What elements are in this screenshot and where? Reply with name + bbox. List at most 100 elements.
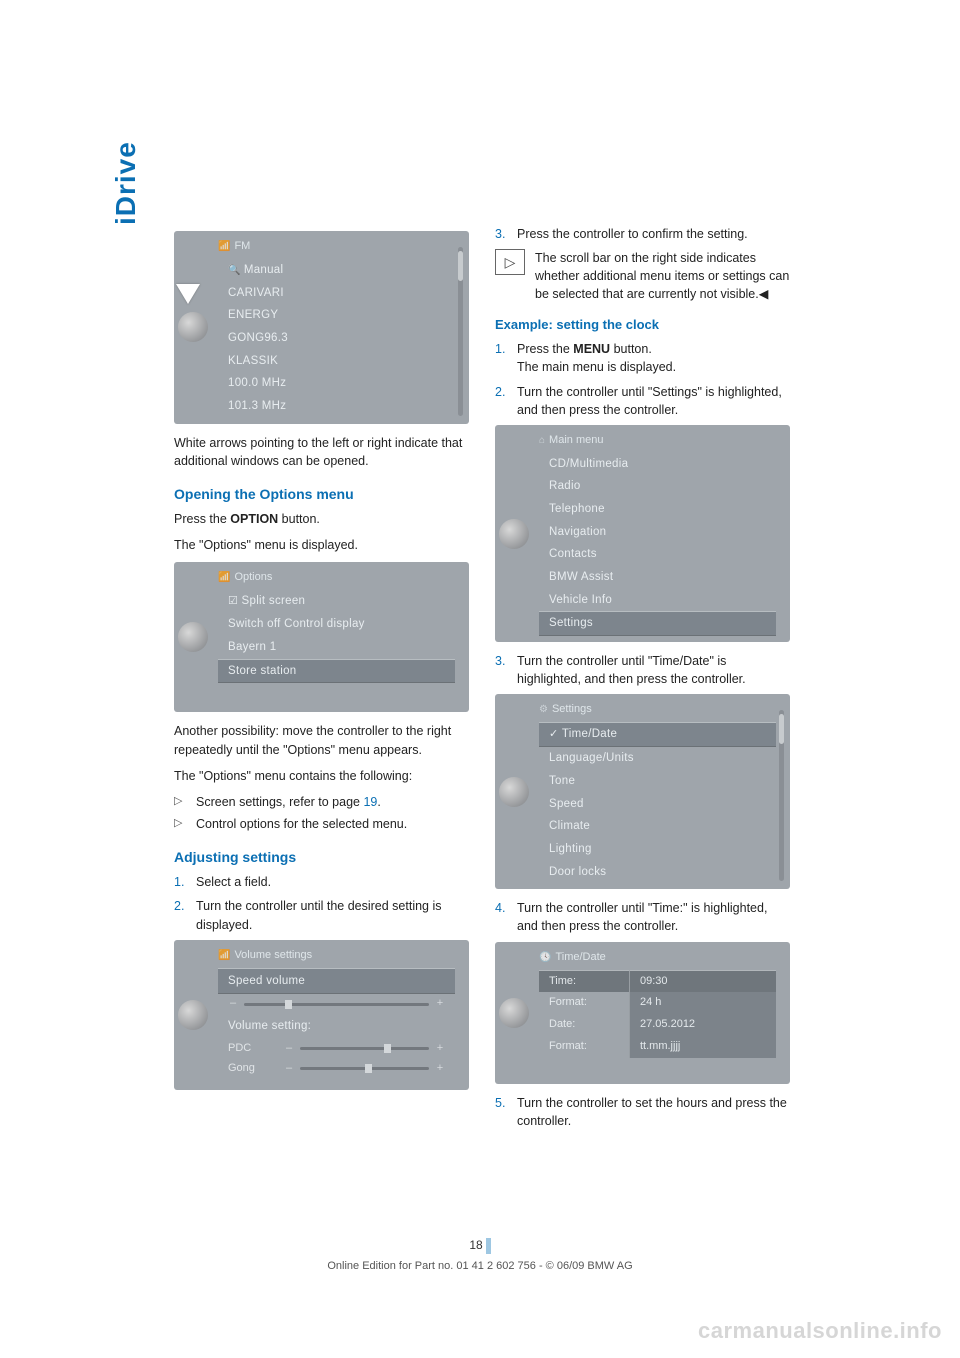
settings-item-highlighted: Time/Date	[539, 722, 776, 747]
note-icon: ▷	[495, 249, 525, 275]
top-step3: 3.Press the controller to confirm the se…	[495, 225, 790, 243]
page-body: 📶FM Manual CARIVARI ENERGY GONG96.3 KLAS…	[174, 225, 790, 1137]
kv-key: Time:	[539, 970, 629, 993]
volume-title: 📶Volume settings	[174, 946, 469, 968]
volume-row-label: Volume setting:	[218, 1014, 455, 1039]
fm-item: CARIVARI	[218, 282, 455, 305]
kv-key: Date:	[539, 1014, 629, 1036]
fm-title: 📶FM	[174, 237, 469, 259]
kv-val: 09:30	[629, 970, 776, 993]
heading-adjust: Adjusting settings	[174, 847, 469, 867]
footer-line: Online Edition for Part no. 01 41 2 602 …	[0, 1260, 960, 1272]
settings-title: ⚙Settings	[495, 700, 790, 722]
step-number: 1.	[174, 873, 196, 891]
settings-item: Language/Units	[539, 747, 776, 770]
screenshot-options: 📶Options Split screen Switch off Control…	[174, 562, 469, 712]
arrows-caption: White arrows pointing to the left or rig…	[174, 434, 469, 470]
options-bullet: Screen settings, refer to page 19.	[174, 793, 469, 811]
mainmenu-title: ⌂Main menu	[495, 431, 790, 453]
page-link[interactable]: 19	[363, 795, 377, 809]
timedate-row: Format: tt.mm.jjjj	[539, 1036, 776, 1058]
example-step-3: 3.Turn the controller until "Time/Date" …	[495, 652, 790, 688]
mainmenu-item: Telephone	[539, 498, 776, 521]
volume-row-label: Speed volume	[218, 968, 455, 995]
screenshot-timedate: 🕓Time/Date Time: 09:30 Format: 24 h Date…	[495, 942, 790, 1085]
note-text: The scroll bar on the right side indicat…	[535, 249, 790, 303]
step-text: Turn the controller until "Time/Date" is…	[517, 652, 790, 688]
options-line2: The "Options" menu is displayed.	[174, 536, 469, 554]
left-column: 📶FM Manual CARIVARI ENERGY GONG96.3 KLAS…	[174, 225, 469, 1137]
options-item: Switch off Control display	[218, 613, 455, 636]
step-number: 1.	[495, 340, 517, 376]
screenshot-main-menu: ⌂Main menu CD/Multimedia Radio Telephone…	[495, 425, 790, 642]
fm-item: KLASSIK	[218, 350, 455, 373]
screenshot-fm: 📶FM Manual CARIVARI ENERGY GONG96.3 KLAS…	[174, 231, 469, 424]
right-column: 3.Press the controller to confirm the se…	[495, 225, 790, 1137]
settings-item: Tone	[539, 770, 776, 793]
volume-slider-gong: Gong–+	[218, 1059, 455, 1079]
screenshot-settings: ⚙Settings Time/Date Language/Units Tone …	[495, 694, 790, 889]
step-number: 3.	[495, 225, 517, 243]
fm-item: 101.3 MHz	[218, 395, 455, 418]
step-number: 5.	[495, 1094, 517, 1130]
mainmenu-item: Vehicle Info	[539, 589, 776, 612]
step-text: Turn the controller until "Settings" is …	[517, 383, 790, 419]
options-title: 📶Options	[174, 568, 469, 590]
settings-item: Climate	[539, 815, 776, 838]
kv-key: Format:	[539, 1036, 629, 1058]
step-text: Turn the controller until the desired se…	[196, 897, 469, 933]
fm-item: GONG96.3	[218, 327, 455, 350]
scrollbar	[779, 710, 784, 881]
options-bullet: Control options for the selected menu.	[174, 815, 469, 833]
controller-knob-icon	[178, 312, 208, 342]
options-after-2: The "Options" menu contains the followin…	[174, 767, 469, 785]
settings-item: Door locks	[539, 861, 776, 884]
controller-knob-icon	[499, 998, 529, 1028]
options-item: Bayern 1	[218, 636, 455, 659]
step-text: Select a field.	[196, 873, 271, 891]
example-step-5: 5.Turn the controller to set the hours a…	[495, 1094, 790, 1130]
screenshot-volume: 📶Volume settings Speed volume –+ Volume …	[174, 940, 469, 1090]
mainmenu-item: CD/Multimedia	[539, 453, 776, 476]
timedate-row: Time: 09:30	[539, 970, 776, 993]
step-text: Press the MENU button. The main menu is …	[517, 340, 676, 376]
options-bullet-list: Screen settings, refer to page 19. Contr…	[174, 793, 469, 833]
options-after-1: Another possibility: move the controller…	[174, 722, 469, 758]
scrollbar	[458, 247, 463, 416]
note-box: ▷ The scroll bar on the right side indic…	[495, 249, 790, 303]
mainmenu-item: Navigation	[539, 521, 776, 544]
kv-val: tt.mm.jjjj	[629, 1036, 776, 1058]
mainmenu-item: BMW Assist	[539, 566, 776, 589]
options-item-highlighted: Store station	[218, 659, 455, 684]
controller-knob-icon	[178, 622, 208, 652]
kv-val: 24 h	[629, 992, 776, 1014]
step-text: Turn the controller until "Time:" is hig…	[517, 899, 790, 935]
volume-slider-row: –+	[218, 994, 455, 1014]
step-number: 2.	[174, 897, 196, 933]
step-number: 3.	[495, 652, 517, 688]
controller-knob-icon	[178, 1000, 208, 1030]
controller-knob-icon	[499, 519, 529, 549]
mainmenu-item: Contacts	[539, 543, 776, 566]
kv-key: Format:	[539, 992, 629, 1014]
adjust-steps: 1.Select a field. 2.Turn the controller …	[174, 873, 469, 933]
controller-knob-icon	[499, 777, 529, 807]
timedate-title: 🕓Time/Date	[495, 948, 790, 970]
heading-options: Opening the Options menu	[174, 484, 469, 504]
example-steps-1-2: 1. Press the MENU button. The main menu …	[495, 340, 790, 419]
watermark: carmanualsonline.info	[698, 1318, 942, 1344]
fm-item: Manual	[218, 259, 455, 282]
timedate-row: Format: 24 h	[539, 992, 776, 1014]
fm-item: ENERGY	[218, 304, 455, 327]
step-number: 4.	[495, 899, 517, 935]
page-number: 18	[0, 1238, 960, 1254]
mainmenu-item: Radio	[539, 475, 776, 498]
fm-item: 100.0 MHz	[218, 372, 455, 395]
step-text: Press the controller to confirm the sett…	[517, 225, 748, 243]
volume-slider-pdc: PDC–+	[218, 1039, 455, 1059]
options-item: Split screen	[218, 590, 455, 613]
step-number: 2.	[495, 383, 517, 419]
timedate-row: Date: 27.05.2012	[539, 1014, 776, 1036]
side-tab: iDrive	[110, 141, 142, 225]
settings-item: Lighting	[539, 838, 776, 861]
